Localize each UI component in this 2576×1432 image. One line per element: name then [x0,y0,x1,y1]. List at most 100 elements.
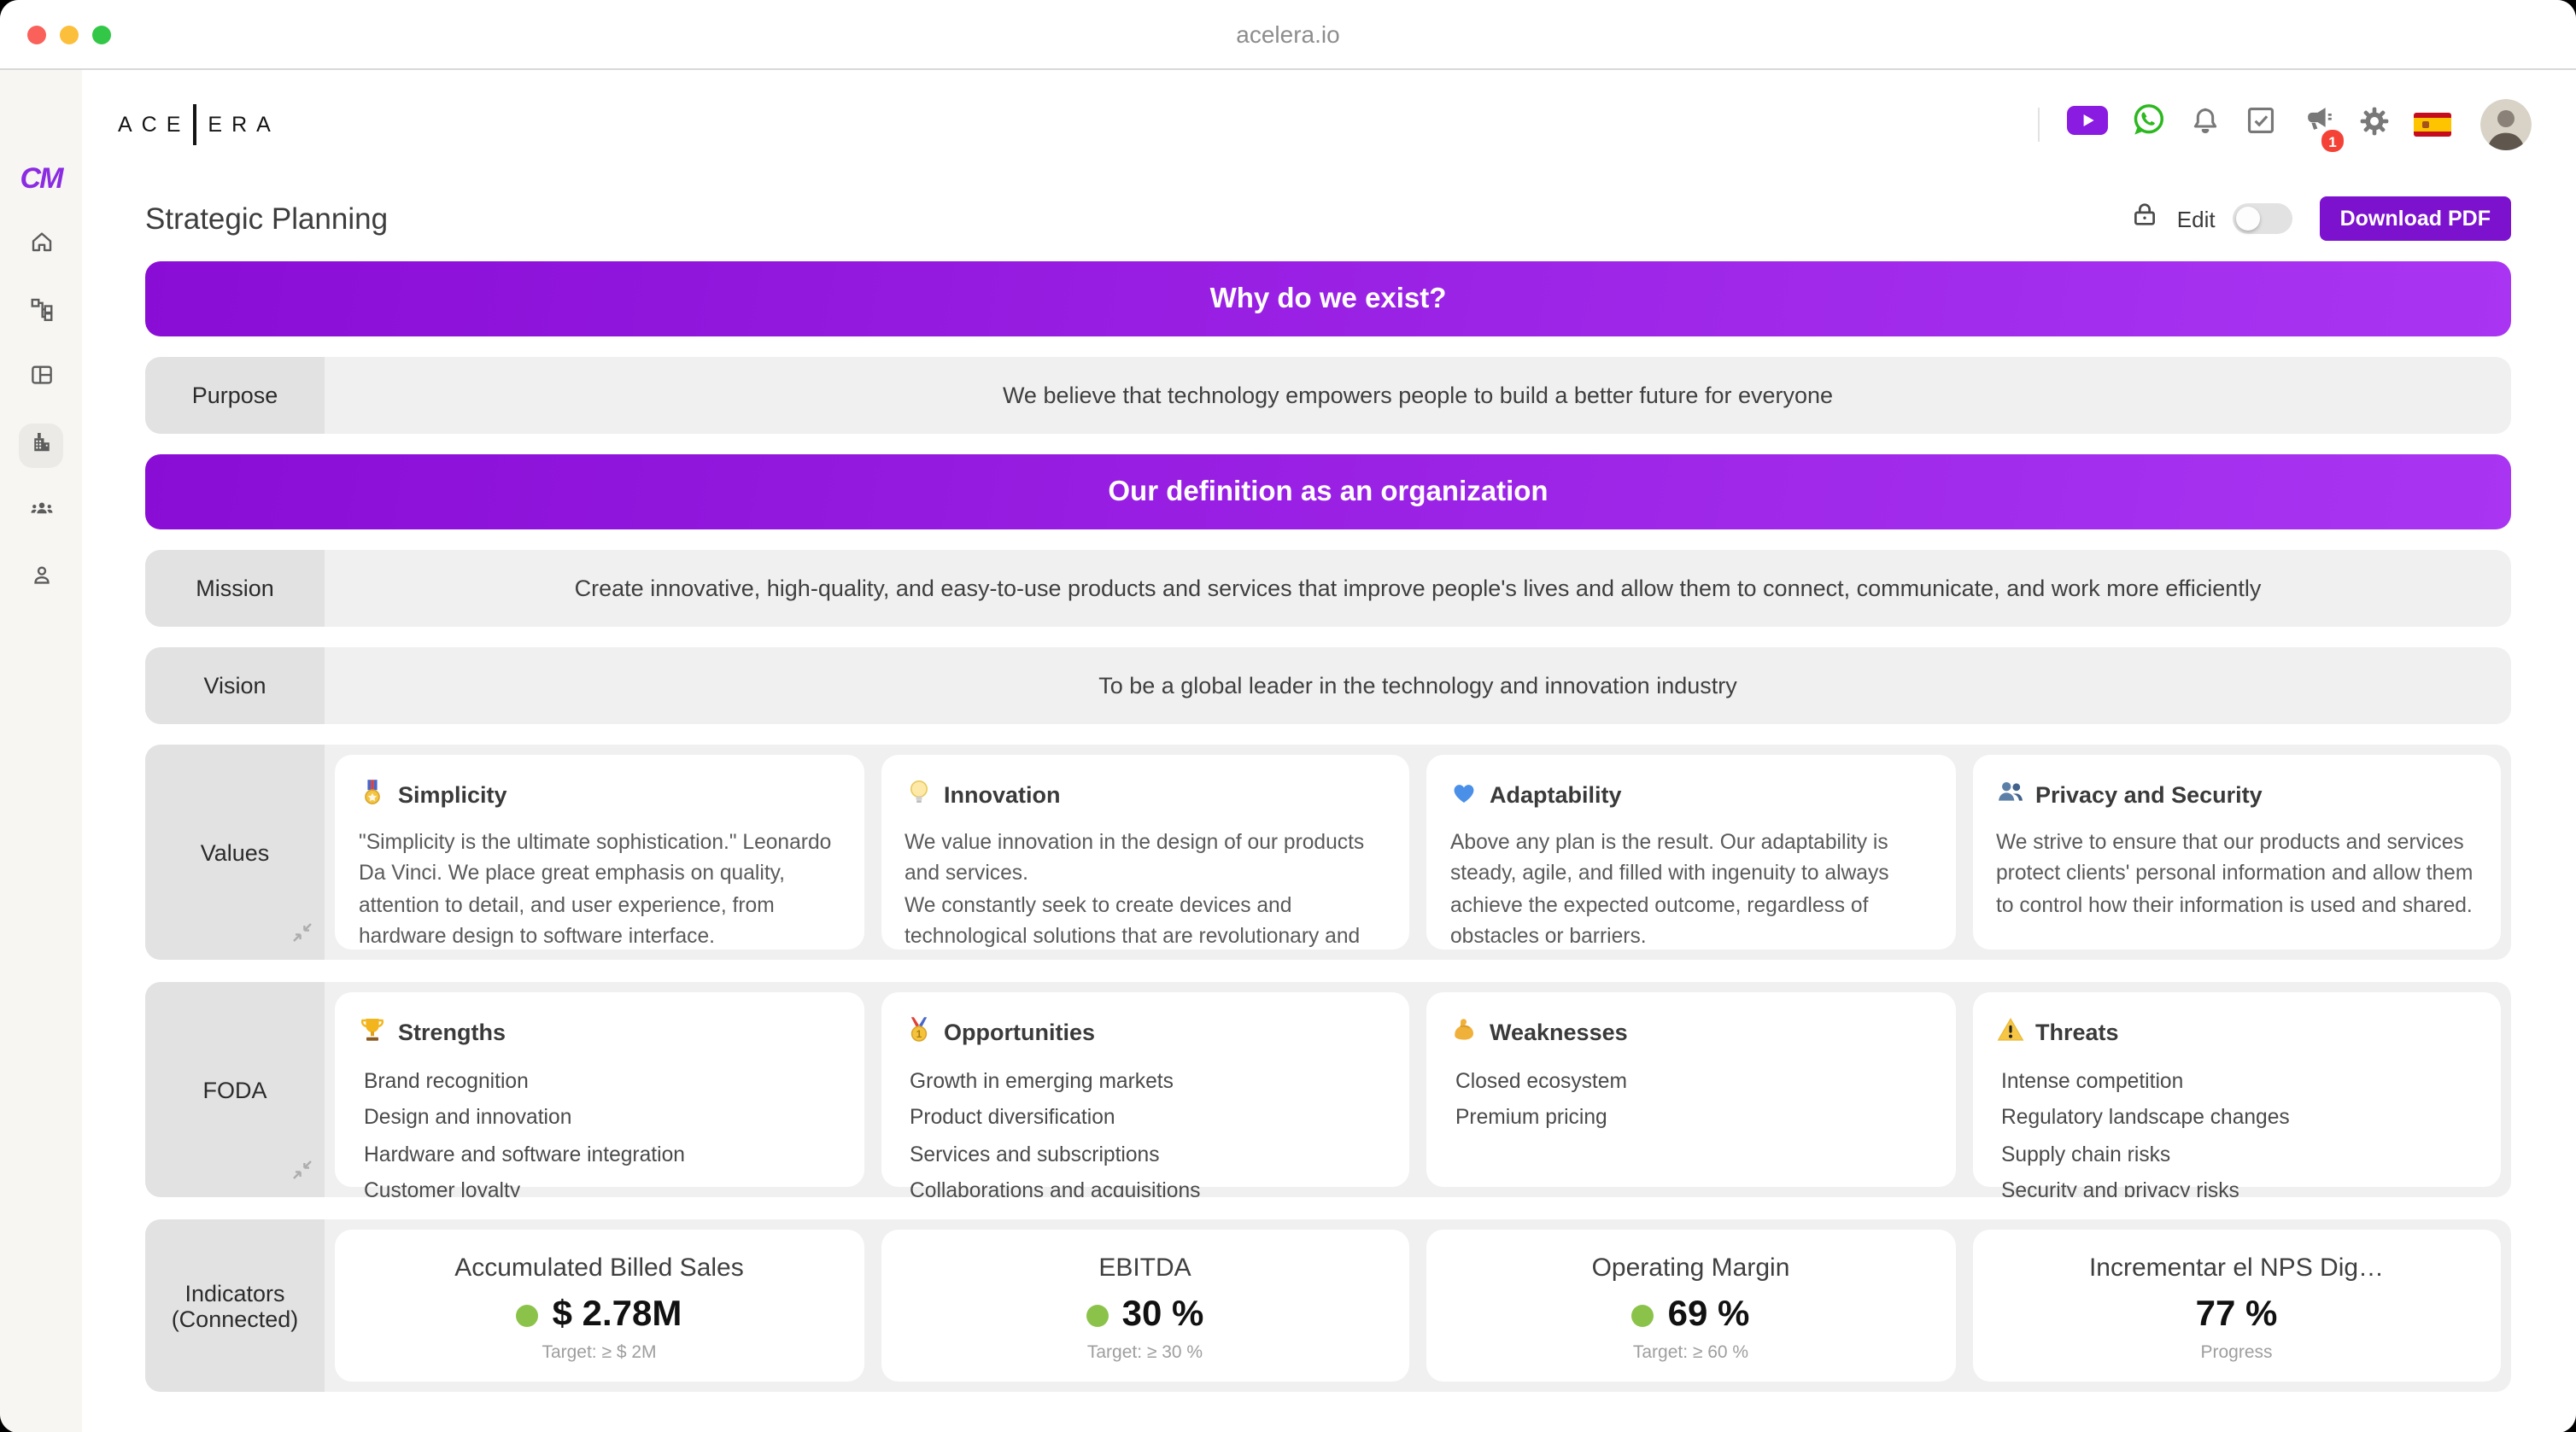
vision-text: To be a global leader in the technology … [1098,673,1737,698]
collapse-icon[interactable] [292,922,313,948]
value-card-privacy: Privacy and Security We strive to ensure… [1972,755,2501,950]
indicator-value: 77 % [2195,1295,2278,1334]
card-title-text: Threats [2035,1020,2119,1045]
language-button[interactable] [2414,112,2451,137]
zoom-window-button[interactable] [92,25,111,44]
mission-row: Mission Create innovative, high-quality,… [145,550,2511,627]
brand-part1: ACE [118,113,190,137]
gold-medal-icon: 1 [905,1016,932,1049]
sidebar-logo[interactable]: CM [20,162,64,195]
list-item: Design and innovation [364,1105,572,1130]
list-item: Customer loyalty [364,1178,521,1197]
list-item: Supply chain risks [2001,1142,2171,1166]
tasks-check-icon [2245,104,2277,145]
sidebar-item-hierarchy[interactable] [19,290,63,335]
sidebar-item-profile[interactable] [19,557,63,601]
list-item: Closed ecosystem [1455,1069,1627,1093]
purpose-label: Purpose [145,357,325,434]
sidebar-item-team[interactable] [19,490,63,535]
list-item: Intense competition [2001,1069,2184,1093]
values-label-text: Values [200,839,270,865]
sidebar: CM [0,70,82,1432]
card-title-text: Privacy and Security [2035,782,2263,808]
window-title: acelera.io [1236,20,1340,48]
foda-card-opportunities: 1 Opportunities Growth in emerging marke… [881,992,1409,1197]
foda-label: FODA [145,982,325,1197]
medal-icon [359,779,386,811]
indicators-label: Indicators (Connected) [145,1219,325,1392]
settings-button[interactable] [2357,103,2392,146]
spain-flag-icon [2414,112,2451,137]
card-title-text: Opportunities [944,1020,1095,1045]
trophy-icon [359,1016,386,1049]
svg-text:1: 1 [916,1028,922,1040]
notifications-button[interactable] [2188,103,2222,146]
indicator-title: Accumulated Billed Sales [454,1254,744,1283]
page-title: Strategic Planning [145,201,389,235]
vision-row: Vision To be a global leader in the tech… [145,647,2511,724]
sidebar-item-company[interactable] [19,424,63,468]
gear-icon [2357,103,2392,146]
value-card-innovation: Innovation We value innovation in the de… [881,755,1409,960]
megaphone-icon [2299,102,2335,147]
card-body-text: We value innovation in the design of our… [905,830,1365,886]
blue-heart-icon [1450,779,1478,811]
purpose-text: We believe that technology empowers peop… [1002,383,1834,408]
indicator-card-ebitda[interactable]: EBITDA 30 % Target: ≥ 30 % [881,1230,1409,1382]
card-title-text: Innovation [944,782,1061,808]
announcements-button[interactable]: 1 [2299,102,2345,154]
indicator-card-nps[interactable]: Incrementar el NPS Dig… 77 % Progress [1972,1230,2501,1382]
sidebar-item-home[interactable] [19,224,63,268]
list-item: Premium pricing [1455,1105,1607,1130]
card-title-text: Strengths [398,1020,506,1045]
muscle-icon [1450,1016,1478,1049]
brand-wordmark[interactable]: ACE ERA [118,104,280,145]
edit-toggle[interactable] [2232,203,2292,234]
youtube-icon [2067,106,2108,143]
list-item: Services and subscriptions [910,1142,1160,1166]
close-window-button[interactable] [27,25,46,44]
card-body-text: "Simplicity is the ultimate sophisticati… [359,830,832,949]
card-body-text: Above any plan is the result. Our adapta… [1450,830,1889,949]
banner-why-exist: Why do we exist? [145,261,2511,336]
brand-divider [193,104,196,145]
app-header: ACE ERA [82,70,2576,179]
indicator-target: Target: ≥ 30 % [1086,1342,1203,1363]
indicator-title: Incrementar el NPS Dig… [2088,1254,2385,1283]
tasks-button[interactable] [2245,104,2277,145]
youtube-button[interactable] [2067,106,2108,143]
card-body-text: We strive to ensure that our products an… [1996,830,2474,917]
busts-icon [1996,779,2023,811]
indicator-value: $ 2.78M [552,1295,682,1334]
list-item: Security and privacy risks [2001,1178,2239,1197]
whatsapp-icon [2130,102,2166,147]
header-divider [2038,108,2040,142]
home-icon [28,229,54,263]
user-icon [28,562,54,596]
avatar[interactable] [2480,99,2532,150]
toggle-knob [2235,207,2260,231]
minimize-window-button[interactable] [60,25,79,44]
card-title-text: Adaptability [1490,782,1622,808]
hierarchy-icon [28,295,54,330]
notification-badge: 1 [2320,128,2345,154]
warning-icon [1996,1016,2023,1049]
status-dot-green [1631,1304,1654,1326]
foda-card-weaknesses: Weaknesses Closed ecosystem Premium pric… [1426,992,1955,1187]
card-body-text: We constantly seek to create devices and… [905,892,1361,960]
sidebar-item-board[interactable] [19,357,63,401]
card-title-text: Simplicity [398,782,507,808]
list-item: Growth in emerging markets [910,1069,1174,1093]
indicator-card-sales[interactable]: Accumulated Billed Sales $ 2.78M Target:… [335,1230,864,1382]
whatsapp-button[interactable] [2130,102,2166,147]
foda-card-threats: Threats Intense competition Regulatory l… [1972,992,2501,1197]
brand-part2: ERA [208,113,280,137]
collapse-icon[interactable] [292,1160,313,1185]
value-card-adaptability: Adaptability Above any plan is the resul… [1426,755,1955,950]
indicator-title: Operating Margin [1591,1254,1790,1283]
indicator-value: 30 % [1121,1295,1204,1334]
lock-icon [2131,200,2160,237]
values-row: Values Simplicity "Simplicity is the ult… [145,745,2511,960]
indicator-card-margin[interactable]: Operating Margin 69 % Target: ≥ 60 % [1426,1230,1955,1382]
download-pdf-button[interactable]: Download PDF [2319,196,2511,241]
